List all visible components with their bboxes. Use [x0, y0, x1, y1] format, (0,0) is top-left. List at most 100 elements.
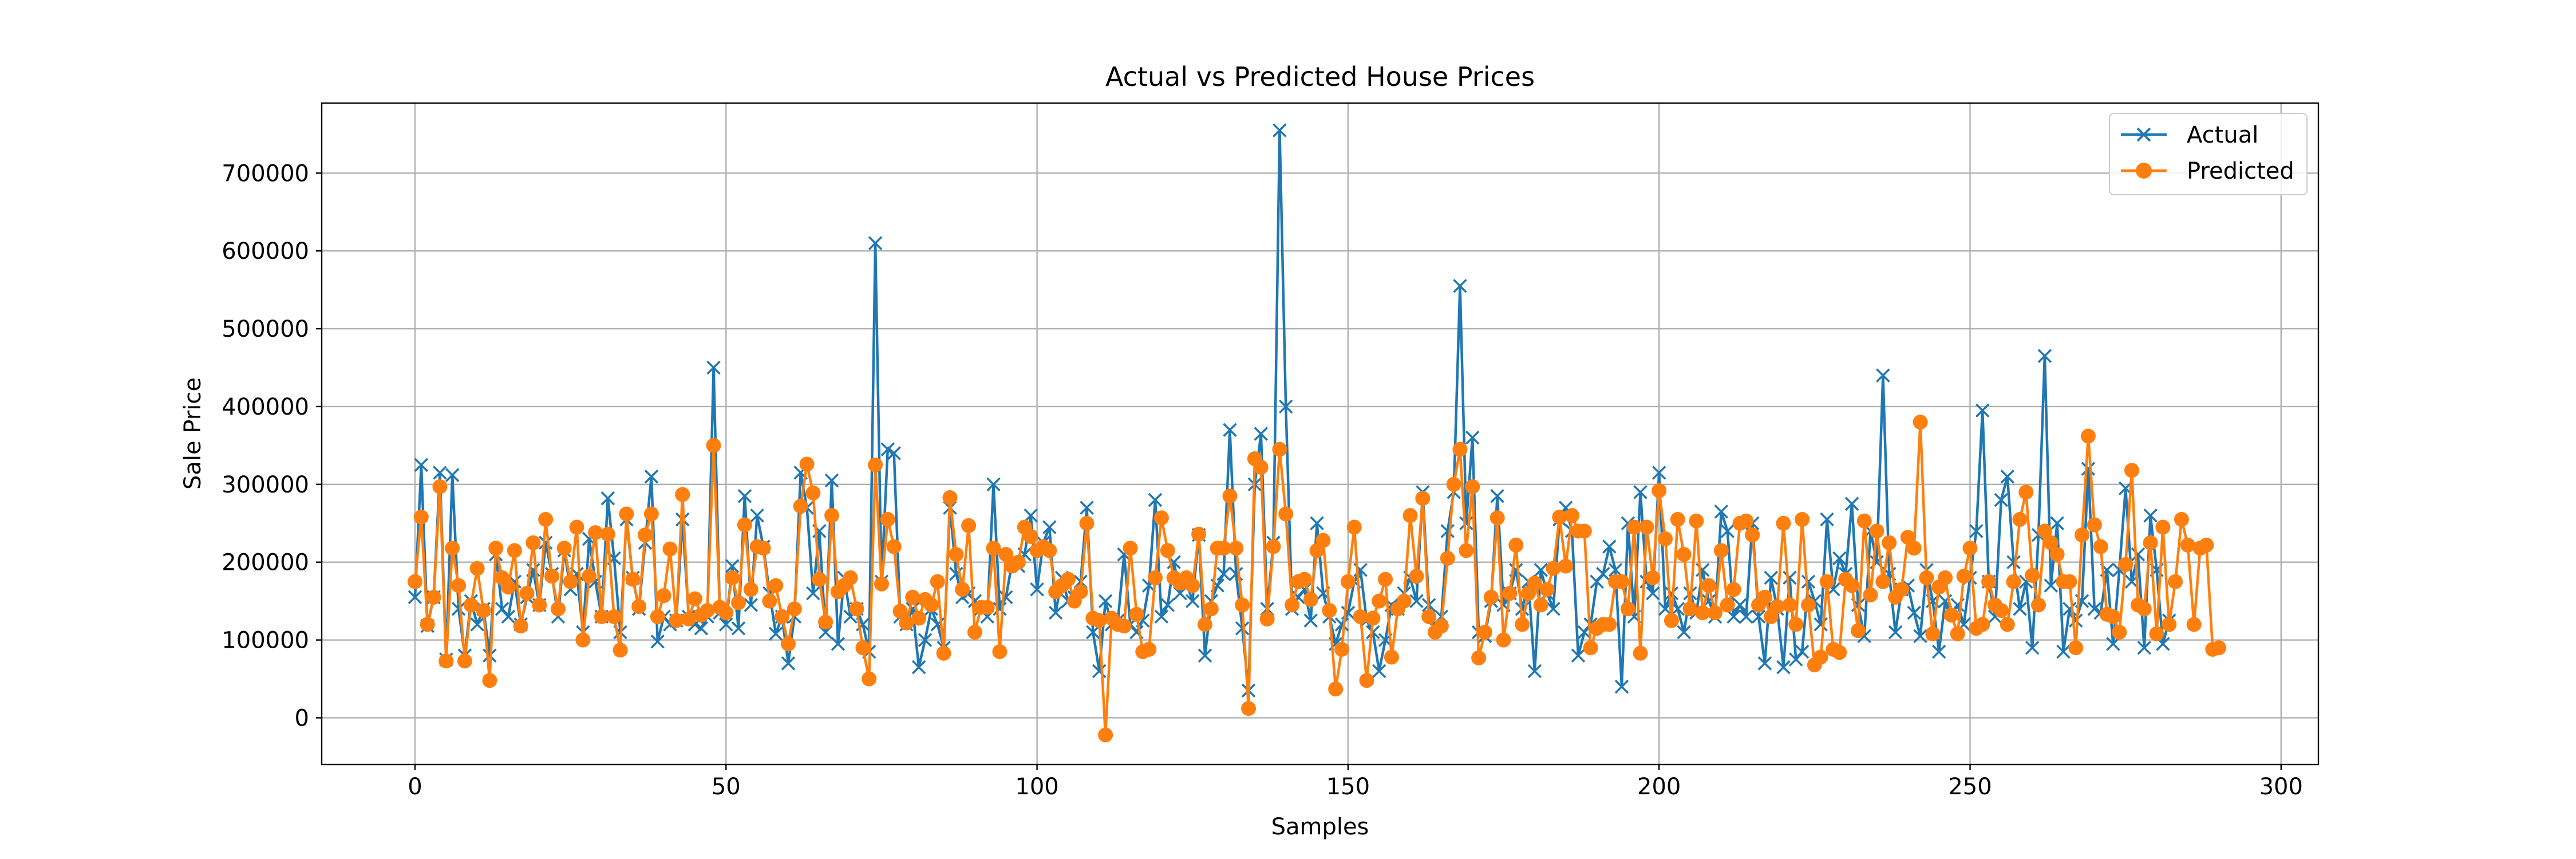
data-point-predicted: [2174, 511, 2189, 527]
data-point-predicted: [1614, 574, 1630, 589]
data-point-predicted: [2186, 617, 2202, 632]
data-point-predicted: [812, 572, 827, 587]
data-point-predicted: [519, 586, 535, 601]
data-point-actual: [2087, 602, 2102, 616]
data-point-actual: [737, 488, 752, 503]
data-point-actual: [806, 586, 820, 601]
data-point-predicted: [1402, 508, 1418, 523]
data-point-actual: [644, 469, 659, 484]
data-point-actual: [2137, 640, 2151, 655]
data-point-predicted: [1123, 541, 1138, 556]
data-point-predicted: [942, 490, 958, 505]
data-point-actual: [1931, 644, 1946, 659]
data-point-predicted: [1272, 442, 1287, 457]
data-point-predicted: [1116, 618, 1132, 634]
data-point-predicted: [1552, 509, 1567, 525]
y-tick-label: 700000: [222, 160, 309, 187]
data-point-predicted: [1490, 510, 1505, 526]
data-point-predicted: [1533, 597, 1548, 613]
data-point-actual: [1789, 652, 1803, 667]
data-point-predicted: [643, 506, 659, 522]
data-point-predicted: [1863, 587, 1878, 602]
data-point-predicted: [1266, 539, 1281, 554]
data-point-predicted: [1483, 589, 1499, 605]
plot-area: [322, 103, 2318, 765]
data-point-predicted: [1844, 578, 1860, 593]
data-point-actual: [986, 477, 1001, 492]
data-point-actual: [1216, 566, 1231, 581]
data-point-predicted: [2155, 519, 2171, 535]
data-point-predicted: [1415, 491, 1431, 506]
data-point-predicted: [556, 541, 572, 556]
data-point-actual: [887, 446, 901, 460]
data-point-predicted: [725, 570, 740, 585]
data-point-actual: [824, 473, 839, 488]
data-point-predicted: [1720, 597, 1735, 613]
chart-title: Actual vs Predicted House Prices: [1105, 61, 1535, 92]
data-point-actual: [1969, 524, 1984, 538]
data-point-actual: [408, 590, 422, 605]
data-point-actual: [1733, 598, 1747, 612]
data-point-predicted: [1160, 543, 1175, 558]
data-point-actual: [1751, 609, 1766, 624]
data-point-predicted: [1384, 649, 1399, 665]
y-tick-label: 600000: [222, 238, 309, 265]
data-point-actual: [868, 236, 883, 250]
data-point-predicted: [1365, 610, 1381, 626]
data-point-predicted: [2180, 537, 2195, 553]
data-point-predicted: [1782, 597, 1797, 613]
data-point-predicted: [1769, 599, 1785, 614]
data-point-predicted: [1993, 602, 2009, 618]
y-axis-label: Sale Price: [180, 377, 206, 490]
data-point-actual: [1440, 524, 1455, 538]
data-point-predicted: [768, 578, 784, 593]
data-point-predicted: [413, 509, 429, 525]
data-point-actual: [2044, 578, 2058, 593]
data-point-actual: [650, 635, 665, 649]
data-point-predicted: [420, 617, 435, 632]
data-point-predicted: [1471, 650, 1487, 665]
data-point-predicted: [1906, 541, 1922, 556]
y-tick-label: 300000: [222, 472, 309, 498]
x-tick-label: 50: [712, 774, 741, 800]
data-point-actual: [2106, 637, 2120, 651]
data-point-predicted: [762, 593, 777, 609]
data-point-predicted: [1340, 574, 1356, 589]
data-point-predicted: [949, 547, 964, 562]
data-point-predicted: [1259, 611, 1275, 626]
data-point-actual: [1409, 594, 1424, 608]
data-point-predicted: [1943, 608, 1959, 623]
data-point-actual: [725, 559, 740, 573]
data-point-actual: [1273, 123, 1287, 137]
data-point-predicted: [687, 591, 702, 606]
data-point-predicted: [457, 653, 472, 669]
data-point-predicted: [1875, 574, 1891, 589]
data-point-predicted: [880, 511, 895, 527]
legend: Actual Predicted: [2109, 113, 2308, 195]
data-point-predicted: [625, 572, 641, 587]
data-point-predicted: [1278, 506, 1294, 522]
data-point-predicted: [1757, 589, 1772, 605]
data-point-predicted: [818, 614, 833, 630]
data-point-predicted: [955, 582, 970, 597]
data-point-predicted: [1776, 515, 1791, 531]
y-tick-label: 400000: [222, 394, 309, 420]
data-point-predicted: [600, 526, 615, 542]
data-point-actual: [1646, 586, 1660, 601]
data-point-predicted: [1315, 533, 1331, 548]
data-point-predicted: [899, 615, 914, 631]
data-point-actual: [1154, 609, 1169, 624]
data-point-predicted: [700, 602, 715, 618]
data-point-actual: [1160, 598, 1175, 612]
data-point-predicted: [1620, 601, 1635, 617]
data-point-predicted: [1962, 541, 1978, 556]
y-tick-label: 0: [295, 705, 309, 731]
data-point-predicted: [1813, 649, 1828, 665]
data-point-actual: [1907, 605, 1921, 620]
data-point-predicted: [862, 671, 877, 687]
data-point-predicted: [2037, 523, 2052, 539]
data-point-predicted: [2211, 640, 2227, 656]
data-point-actual: [470, 617, 484, 632]
data-point-predicted: [1421, 609, 1437, 624]
